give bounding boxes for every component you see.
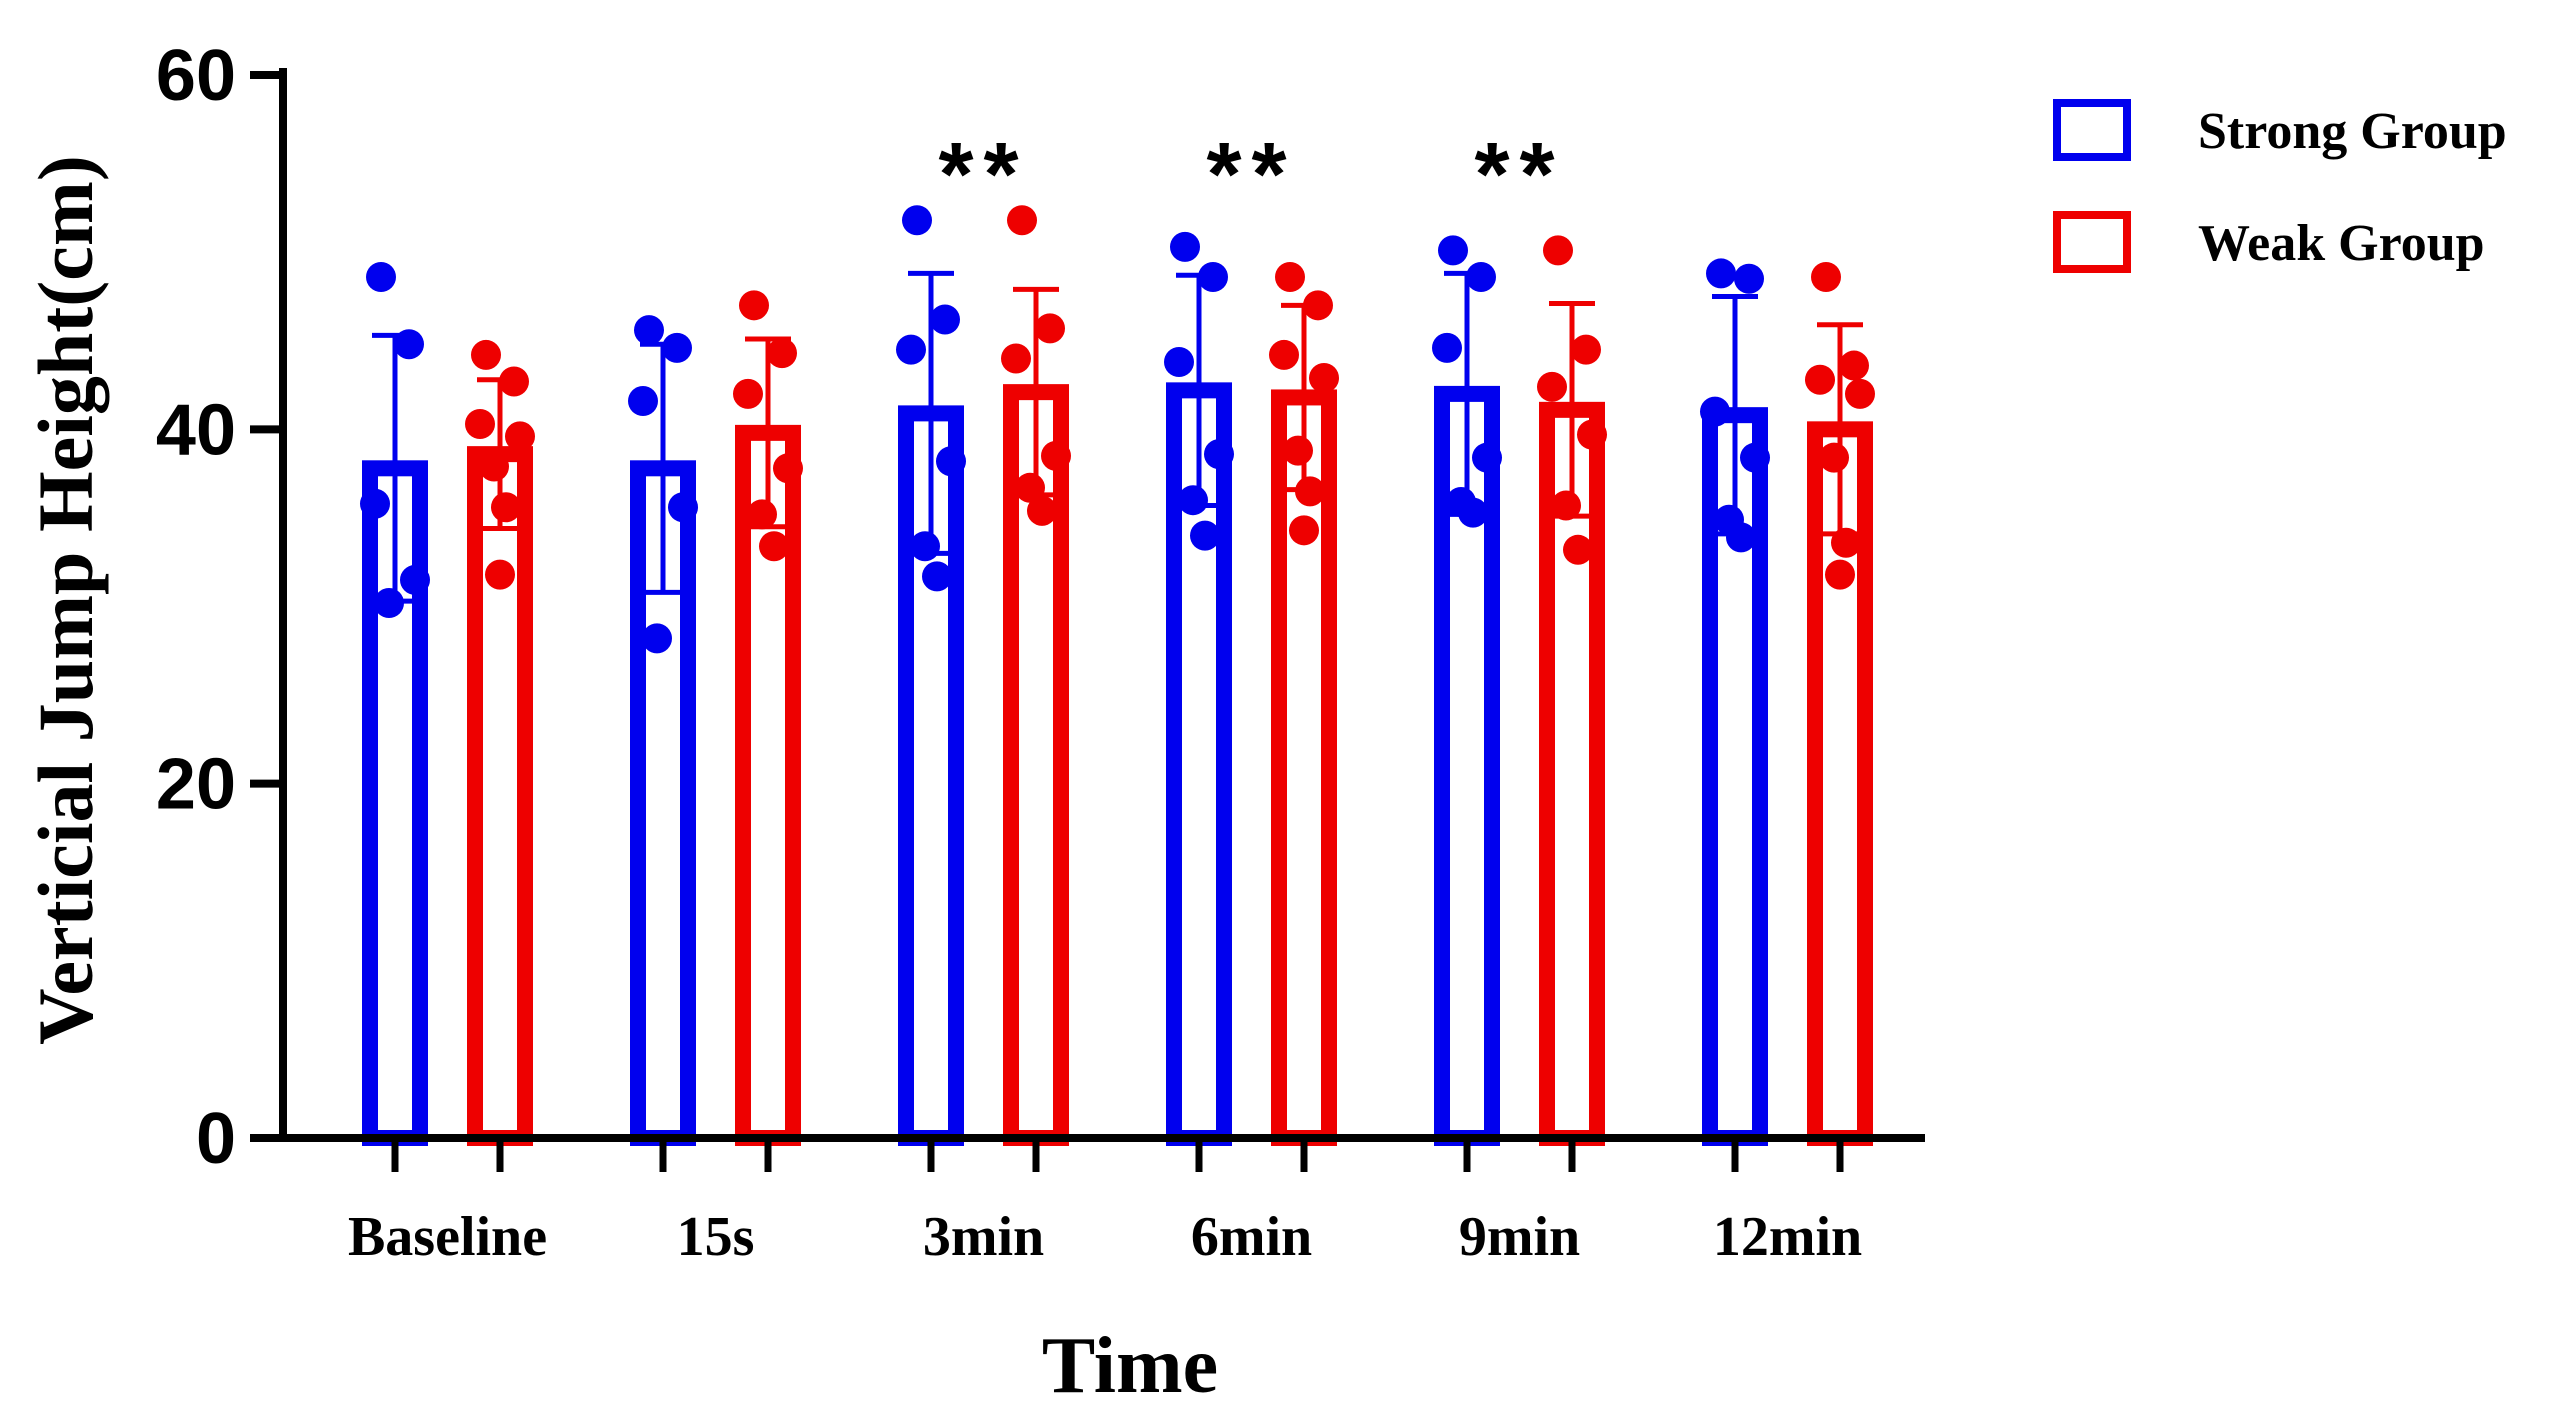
ticks-layer: 0 20 40 60 Baseline 15s 3min 6min 9min 12min <box>156 36 1862 1268</box>
significance-marker: ** <box>1206 125 1296 225</box>
x-tick-label: 9min <box>1459 1206 1580 1268</box>
data-point <box>739 290 769 321</box>
data-point <box>374 587 404 618</box>
data-point <box>1805 364 1835 395</box>
data-point <box>485 559 515 590</box>
data-point <box>1027 495 1057 526</box>
data-point <box>767 338 797 369</box>
bars-layer <box>362 270 1873 1147</box>
y-tick-label: 60 <box>156 36 236 116</box>
data-point <box>1001 343 1031 374</box>
data-point <box>1015 472 1045 503</box>
significance-marker: ** <box>1474 125 1564 225</box>
significance-layer: ** ** ** <box>938 125 1564 225</box>
bar <box>1271 389 1337 1146</box>
significance-marker: ** <box>938 125 1028 225</box>
data-point <box>394 329 424 360</box>
data-point <box>628 385 658 416</box>
data-point <box>634 315 664 346</box>
data-point <box>1283 435 1313 466</box>
x-tick-label: 15s <box>677 1206 755 1268</box>
data-point <box>1734 263 1764 294</box>
legend-label: Weak Group <box>2198 215 2485 272</box>
legend: Strong Group Weak Group <box>2053 99 2507 273</box>
points-layer <box>360 205 1875 654</box>
data-point <box>1571 334 1601 365</box>
data-point <box>1035 313 1065 344</box>
data-point <box>1007 205 1037 236</box>
data-point <box>1726 522 1756 553</box>
data-point <box>1543 235 1573 266</box>
data-point <box>1438 235 1468 266</box>
y-tick-label: 40 <box>156 390 236 470</box>
data-point <box>773 453 803 484</box>
data-point <box>400 564 430 595</box>
data-point <box>1289 515 1319 546</box>
data-point <box>1458 497 1488 528</box>
data-point <box>1204 439 1234 470</box>
data-point <box>1825 559 1855 590</box>
data-point <box>1198 261 1228 292</box>
data-point <box>1472 442 1502 473</box>
data-point <box>1309 362 1339 393</box>
data-point <box>1275 261 1305 292</box>
data-point <box>1706 258 1736 289</box>
data-point <box>479 451 509 482</box>
data-point <box>366 261 396 292</box>
data-point <box>1845 378 1875 409</box>
data-point <box>1740 442 1770 473</box>
data-point <box>465 409 495 440</box>
data-point <box>1432 332 1462 363</box>
data-point <box>759 531 789 562</box>
bar <box>467 446 533 1146</box>
data-point <box>1466 261 1496 292</box>
data-point <box>733 378 763 409</box>
x-tick-label: 3min <box>923 1206 1044 1268</box>
x-tick-label: Baseline <box>348 1206 547 1268</box>
data-point <box>1839 350 1869 381</box>
data-point <box>1819 442 1849 473</box>
data-point <box>930 304 960 335</box>
y-axis-title: Verticial Jump Height(cm) <box>22 155 109 1045</box>
data-point <box>902 205 932 236</box>
data-point <box>922 561 952 592</box>
data-point <box>1577 419 1607 450</box>
legend-label: Strong Group <box>2198 103 2507 160</box>
data-point <box>642 623 672 654</box>
data-point <box>1537 371 1567 402</box>
x-tick-label: 6min <box>1191 1206 1312 1268</box>
data-point <box>1190 520 1220 551</box>
data-point <box>1164 347 1194 378</box>
data-point <box>1170 231 1200 262</box>
data-point <box>1269 339 1299 370</box>
data-point <box>1700 396 1730 427</box>
data-point <box>491 492 521 523</box>
data-point <box>1563 534 1593 565</box>
y-tick-label: 0 <box>196 1099 236 1179</box>
data-point <box>1041 440 1071 471</box>
data-point <box>360 488 390 519</box>
data-point <box>471 339 501 370</box>
data-point <box>505 421 535 452</box>
axes-layer <box>279 68 1925 1142</box>
data-point <box>668 492 698 523</box>
data-point <box>1551 490 1581 521</box>
data-point <box>747 499 777 530</box>
data-point <box>1295 476 1325 507</box>
data-point <box>1831 527 1861 558</box>
data-point <box>936 446 966 477</box>
legend-swatch <box>2053 211 2131 273</box>
legend-swatch <box>2053 99 2131 161</box>
x-axis-title: Time <box>1042 1322 1218 1410</box>
y-tick-label: 20 <box>156 745 236 825</box>
data-point <box>1811 261 1841 292</box>
data-point <box>896 334 926 365</box>
x-tick-label: 12min <box>1713 1206 1862 1268</box>
data-point <box>1178 485 1208 516</box>
data-point <box>499 366 529 397</box>
data-point <box>1303 290 1333 321</box>
data-point <box>662 332 692 363</box>
data-point <box>910 531 940 562</box>
